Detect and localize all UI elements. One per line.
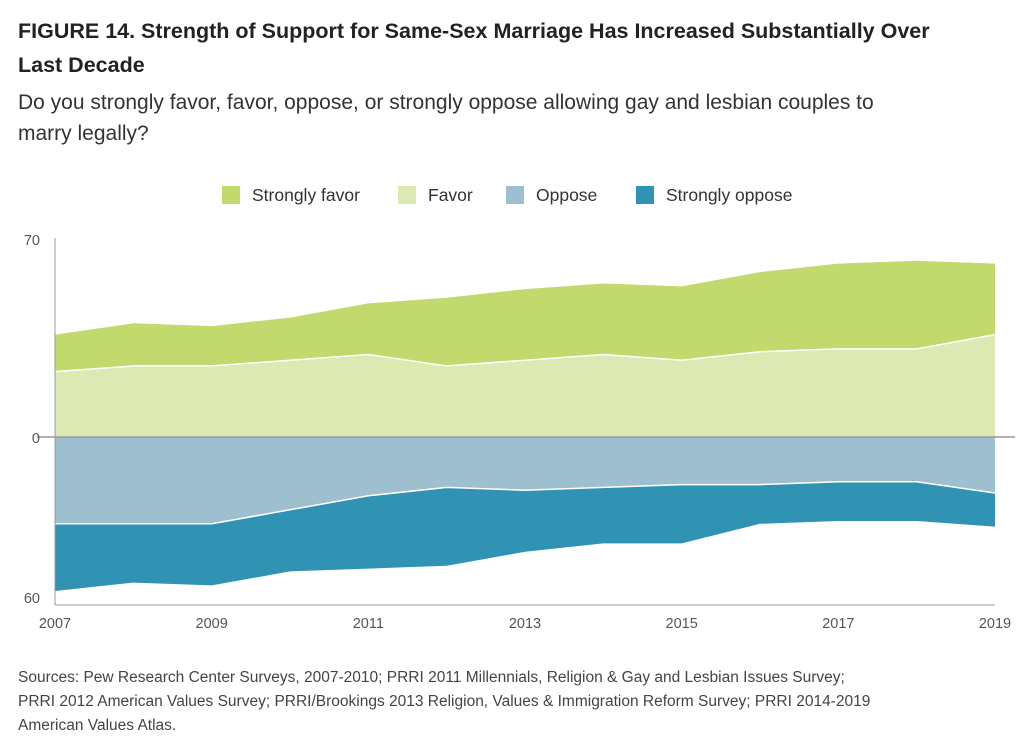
legend-swatch-strongly-oppose xyxy=(636,186,654,204)
sources-line-3: American Values Atlas. xyxy=(18,717,177,734)
x-tick-label: 2017 xyxy=(822,616,854,632)
sources-line-1: Sources: Pew Research Center Surveys, 20… xyxy=(18,669,845,686)
y-tick-label: 60 xyxy=(24,591,40,607)
x-tick-label: 2011 xyxy=(353,616,384,632)
x-tick-label: 2015 xyxy=(666,616,698,632)
separator-strongly-oppose xyxy=(55,481,996,525)
y-tick-label: 70 xyxy=(24,233,40,249)
figure-title-line-2: Last Decade xyxy=(18,53,145,77)
stacked-area-chart: 70 0 60 2007 2009 2011 2013 2015 2017 2019 xyxy=(24,233,1015,632)
area-strongly-oppose xyxy=(55,481,995,591)
sources-line-2: PRRI 2012 American Values Survey; PRRI/B… xyxy=(18,693,871,710)
separator-strongly-favor xyxy=(54,333,996,373)
area-strongly-favor xyxy=(55,260,995,372)
figure-title: FIGURE 14. Strength of Support for Same-… xyxy=(18,14,1008,82)
legend-item-strongly-favor: Strongly favor xyxy=(222,182,360,208)
legend-swatch-strongly-favor xyxy=(222,186,240,204)
area-oppose xyxy=(55,437,995,524)
legend-label-strongly-oppose: Strongly oppose xyxy=(666,184,793,205)
x-tick-label: 2009 xyxy=(196,616,228,632)
legend-swatch-oppose xyxy=(506,186,524,204)
legend-item-oppose: Oppose xyxy=(506,182,597,208)
figure-question-line-2: marry legally? xyxy=(18,122,149,145)
legend-label-favor: Favor xyxy=(428,184,473,205)
figure-question-line-1: Do you strongly favor, favor, oppose, or… xyxy=(18,91,874,114)
legend-item-favor: Favor xyxy=(398,182,473,208)
legend-swatch-favor xyxy=(398,186,416,204)
chart-legend: Strongly favor Favor Oppose Strongly opp… xyxy=(0,182,1024,208)
x-tick-label: 2019 xyxy=(979,616,1011,632)
y-tick-label: 0 xyxy=(32,431,40,447)
figure-question: Do you strongly favor, favor, oppose, or… xyxy=(18,87,1008,149)
legend-label-strongly-favor: Strongly favor xyxy=(252,184,360,205)
legend-item-strongly-oppose: Strongly oppose xyxy=(636,182,792,208)
x-tick-label: 2007 xyxy=(39,616,71,632)
x-tick-label: 2013 xyxy=(509,616,541,632)
figure-title-line-1: FIGURE 14. Strength of Support for Same-… xyxy=(18,19,930,43)
figure-sources: Sources: Pew Research Center Surveys, 20… xyxy=(18,666,1013,738)
legend-label-oppose: Oppose xyxy=(536,184,598,205)
